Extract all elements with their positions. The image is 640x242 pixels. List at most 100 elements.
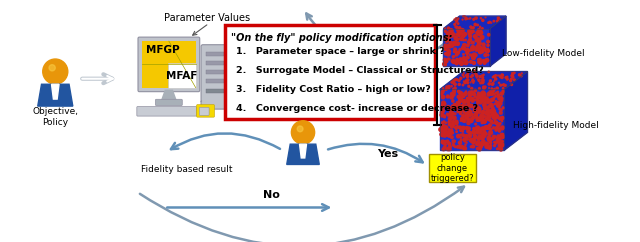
Circle shape (458, 32, 460, 34)
Circle shape (474, 23, 476, 26)
Circle shape (452, 60, 456, 63)
Circle shape (476, 144, 477, 145)
Circle shape (451, 123, 454, 127)
Circle shape (460, 134, 462, 136)
Circle shape (470, 132, 472, 134)
Circle shape (463, 95, 465, 98)
Circle shape (472, 145, 475, 148)
Circle shape (458, 141, 461, 144)
Circle shape (472, 130, 476, 133)
Circle shape (465, 144, 466, 145)
Circle shape (476, 75, 478, 77)
Circle shape (448, 143, 451, 145)
Circle shape (499, 111, 502, 114)
Circle shape (444, 44, 447, 47)
Circle shape (497, 17, 499, 19)
Circle shape (454, 146, 456, 148)
Circle shape (520, 75, 522, 77)
Circle shape (472, 138, 476, 141)
Circle shape (467, 76, 468, 78)
Circle shape (452, 59, 454, 61)
Circle shape (454, 103, 456, 106)
Circle shape (466, 81, 468, 83)
Circle shape (458, 96, 460, 98)
Circle shape (462, 114, 464, 117)
Circle shape (441, 135, 442, 136)
Circle shape (474, 70, 477, 73)
Circle shape (501, 133, 504, 136)
Circle shape (453, 92, 455, 94)
Circle shape (472, 79, 474, 80)
Circle shape (467, 50, 468, 52)
Circle shape (467, 97, 468, 99)
Circle shape (467, 115, 468, 117)
FancyBboxPatch shape (201, 45, 230, 109)
Circle shape (458, 18, 459, 19)
Circle shape (452, 81, 454, 82)
Circle shape (451, 118, 452, 120)
FancyBboxPatch shape (225, 25, 435, 119)
Circle shape (501, 140, 503, 143)
Circle shape (492, 137, 494, 140)
Circle shape (456, 26, 458, 28)
Circle shape (447, 130, 450, 132)
Circle shape (444, 146, 446, 149)
Circle shape (470, 88, 473, 90)
Circle shape (488, 124, 492, 127)
Circle shape (482, 79, 483, 80)
Circle shape (467, 127, 470, 130)
Circle shape (446, 35, 449, 38)
Circle shape (451, 92, 454, 96)
Circle shape (472, 56, 476, 60)
Circle shape (461, 94, 463, 96)
Circle shape (501, 76, 503, 78)
Circle shape (481, 79, 482, 80)
Circle shape (461, 107, 465, 111)
Circle shape (500, 76, 501, 78)
Circle shape (477, 138, 480, 141)
Circle shape (481, 127, 484, 130)
Circle shape (452, 41, 456, 45)
Circle shape (476, 131, 477, 133)
Circle shape (448, 87, 450, 89)
Circle shape (463, 73, 464, 74)
Circle shape (492, 76, 493, 78)
Circle shape (441, 95, 443, 97)
Circle shape (490, 120, 493, 122)
Circle shape (482, 92, 485, 96)
Circle shape (449, 145, 451, 148)
Circle shape (452, 56, 454, 58)
Circle shape (459, 97, 461, 99)
Circle shape (490, 92, 494, 95)
Circle shape (468, 134, 472, 137)
Circle shape (443, 62, 446, 66)
Circle shape (445, 45, 449, 48)
Circle shape (478, 128, 481, 131)
Circle shape (500, 99, 502, 101)
Circle shape (493, 113, 497, 116)
Circle shape (476, 38, 480, 42)
Circle shape (470, 26, 472, 28)
Circle shape (475, 17, 477, 19)
Circle shape (479, 117, 483, 121)
Circle shape (456, 146, 459, 148)
Circle shape (485, 142, 488, 145)
Circle shape (463, 99, 466, 103)
Circle shape (493, 142, 495, 143)
Circle shape (502, 107, 504, 109)
Circle shape (455, 61, 458, 65)
Circle shape (451, 85, 452, 87)
Circle shape (446, 95, 449, 98)
Circle shape (479, 100, 482, 104)
Text: policy
change
triggered?: policy change triggered? (431, 153, 474, 183)
Circle shape (481, 132, 485, 136)
Circle shape (458, 34, 460, 37)
Polygon shape (440, 72, 527, 90)
Circle shape (470, 106, 472, 108)
Circle shape (459, 49, 461, 51)
Circle shape (446, 52, 450, 56)
Circle shape (447, 114, 449, 116)
Circle shape (495, 128, 497, 130)
Circle shape (499, 117, 502, 120)
Circle shape (444, 141, 446, 143)
